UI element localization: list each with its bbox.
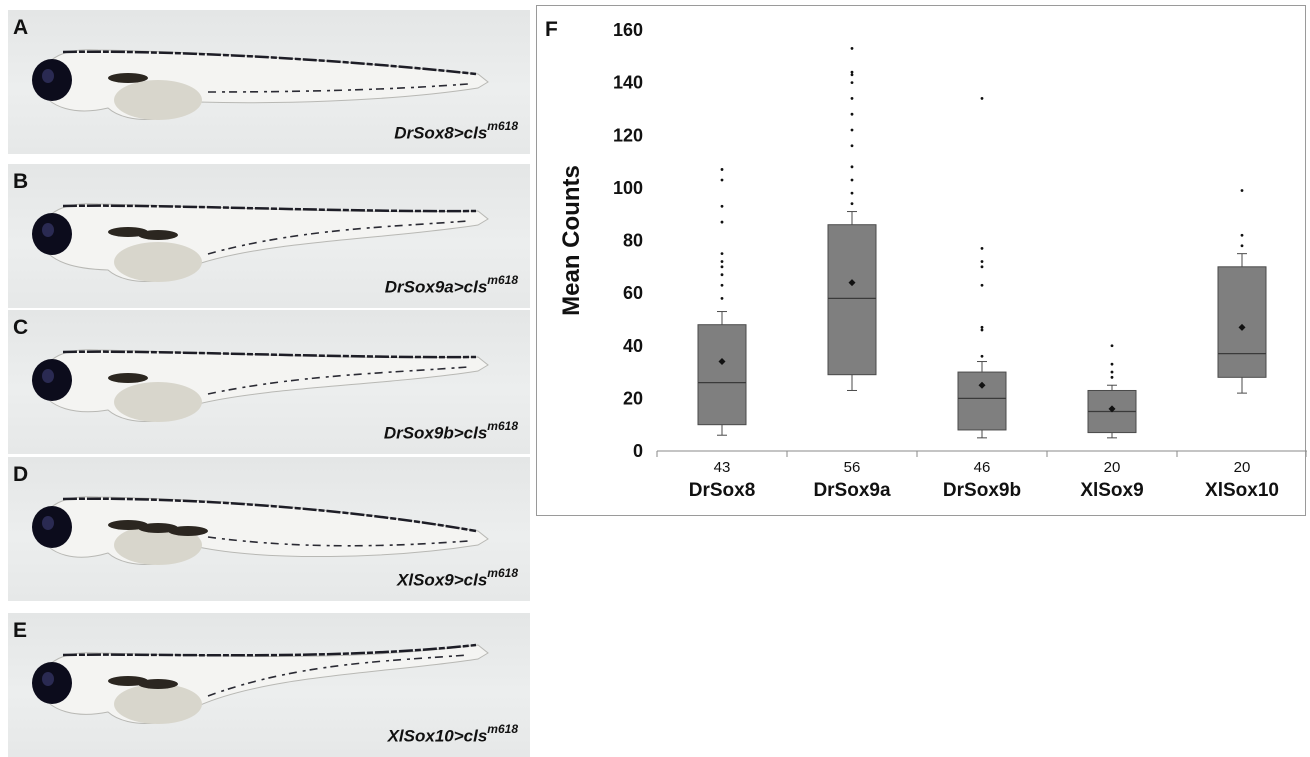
outlier-point <box>980 260 984 263</box>
outlier-point <box>850 97 854 100</box>
allele-superscript: m618 <box>487 419 518 434</box>
box-xlsox10 <box>1217 266 1267 378</box>
outlier-point <box>720 178 724 182</box>
y-axis-label: Mean Counts <box>558 165 585 316</box>
y-tick-label: 20 <box>623 388 643 408</box>
genotype-label: XlSox10>clsm618 <box>387 722 518 747</box>
outlier-point <box>1240 189 1244 192</box>
outlier-point <box>850 70 854 74</box>
sample-size-label: 43 <box>714 459 731 476</box>
genotype-text: DrSox9b>cls <box>383 424 488 443</box>
outlier-point <box>850 191 854 195</box>
sample-size-label: 46 <box>974 459 991 476</box>
zebrafish-larva-illustration <box>32 49 489 120</box>
genotype-label: DrSox9a>clsm618 <box>384 273 518 298</box>
fish-image-panel-b: B DrSox9a>clsm618 <box>8 164 530 308</box>
genotype-label: DrSox9b>clsm618 <box>383 419 518 444</box>
zebrafish-larva-illustration <box>32 349 489 422</box>
outlier-point <box>720 220 724 224</box>
outlier-point <box>1110 370 1114 374</box>
x-category-label: XlSox10 <box>1205 480 1279 501</box>
zebrafish-larva-illustration <box>32 496 489 565</box>
outlier-point <box>980 283 984 287</box>
fish-image-panel-e: E XlSox10>clsm618 <box>8 613 530 757</box>
outlier-point <box>720 273 724 277</box>
y-tick-label: 140 <box>613 73 643 93</box>
y-tick-label: 120 <box>613 125 643 145</box>
outlier-point <box>980 328 984 332</box>
y-tick-label: 60 <box>623 283 643 303</box>
box-drsox8 <box>697 324 747 426</box>
panel-letter: E <box>13 619 28 642</box>
mean-marker <box>718 358 726 366</box>
outlier-point <box>850 202 854 206</box>
fish-image-panel-c: C DrSox9b>clsm618 <box>8 310 530 454</box>
zebrafish-larva-illustration <box>32 643 489 724</box>
y-tick-label: 40 <box>623 336 643 356</box>
sample-size-label: 56 <box>844 459 861 476</box>
mean-marker <box>1108 405 1116 413</box>
genotype-label: DrSox8>clsm618 <box>394 119 518 144</box>
x-category-label: DrSox9b <box>943 480 1021 501</box>
box-plot-panel: F Mean Counts 0 20 40 60 80 100 120 140 160 43 DrSox… <box>536 5 1307 516</box>
y-tick-label: 160 <box>613 20 643 40</box>
genotype-text: XlSox9>cls <box>397 571 488 590</box>
x-category-label: DrSox8 <box>689 480 756 501</box>
y-tick-label: 100 <box>613 178 643 198</box>
genotype-text: DrSox9a>cls <box>384 278 488 297</box>
y-tick-label: 0 <box>633 441 643 461</box>
outlier-point <box>720 204 724 208</box>
allele-superscript: m618 <box>487 566 518 581</box>
outlier-point <box>980 246 984 250</box>
zebrafish-larva-illustration <box>32 203 489 282</box>
genotype-text: XlSox10>cls <box>387 727 488 746</box>
x-category-label: XlSox9 <box>1080 480 1143 501</box>
allele-superscript: m618 <box>487 273 518 288</box>
y-tick-label: 80 <box>623 231 643 251</box>
mean-marker <box>978 381 986 389</box>
allele-superscript: m618 <box>487 722 518 737</box>
outlier-point <box>850 178 854 182</box>
outlier-point <box>850 112 854 116</box>
outlier-point <box>720 252 724 256</box>
panel-letter: D <box>13 463 29 486</box>
panel-letter: A <box>13 16 29 39</box>
box-plot: F Mean Counts 0 20 40 60 80 100 120 140 160 43 DrSox… <box>545 18 1307 501</box>
outlier-point <box>1110 375 1114 379</box>
panel-letter: B <box>13 170 29 193</box>
outlier-point <box>1110 344 1114 348</box>
outlier-point <box>850 144 854 148</box>
box-drsox9b <box>957 371 1007 431</box>
outlier-point <box>1240 244 1244 248</box>
box-drsox9a <box>827 224 877 376</box>
fish-image-panel-a: A DrSox8>clsm618 <box>8 10 530 154</box>
panel-letter: C <box>13 316 29 339</box>
sample-size-label: 20 <box>1234 459 1251 476</box>
allele-superscript: m618 <box>487 119 518 134</box>
outlier-point <box>980 265 984 269</box>
outlier-point <box>850 47 854 50</box>
mean-marker <box>1238 323 1246 331</box>
genotype-text: DrSox8>cls <box>394 124 488 143</box>
outlier-point <box>720 168 724 171</box>
outlier-point <box>720 283 724 287</box>
mean-marker <box>848 279 856 287</box>
sample-size-label: 20 <box>1104 459 1121 476</box>
panel-letter: F <box>545 18 558 41</box>
outlier-point <box>980 325 984 329</box>
outlier-point <box>850 165 854 169</box>
outlier-point <box>980 97 984 100</box>
x-category-label: DrSox9a <box>813 480 891 501</box>
outlier-point <box>850 73 854 77</box>
outlier-point <box>1240 233 1244 237</box>
outlier-point <box>850 81 854 85</box>
outlier-point <box>980 354 984 358</box>
outlier-point <box>720 296 724 300</box>
genotype-label: XlSox9>clsm618 <box>397 566 518 591</box>
outlier-point <box>850 128 854 132</box>
outlier-point <box>1110 362 1114 366</box>
outlier-point <box>720 260 724 263</box>
outlier-point <box>720 265 724 269</box>
fish-image-panel-d: D XlSox9>clsm618 <box>8 457 530 601</box>
